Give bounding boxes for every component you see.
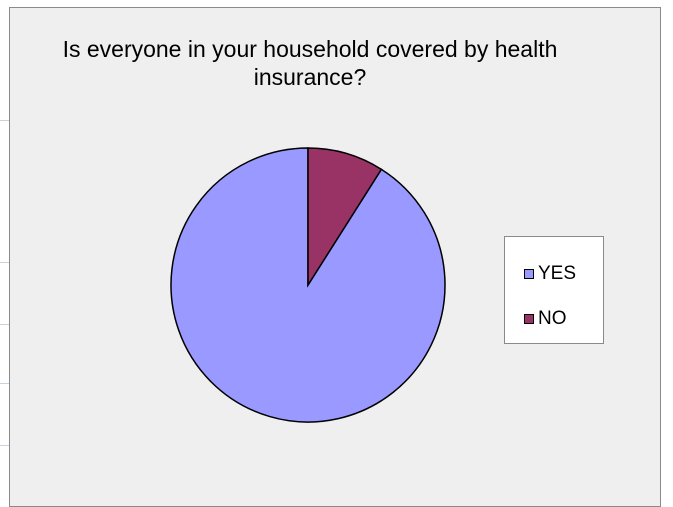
pie-slice-no <box>307 147 383 288</box>
chart-area: Is everyone in your household covered by… <box>9 7 661 507</box>
pie-chart <box>170 147 446 423</box>
strip-divider <box>0 383 9 384</box>
legend-swatch-yes <box>524 269 534 279</box>
pie-slice-yes <box>170 147 446 423</box>
left-strip <box>0 0 9 501</box>
legend-label-no: NO <box>538 308 567 329</box>
legend-item-no: NO <box>524 308 567 330</box>
strip-divider <box>0 324 9 325</box>
strip-divider <box>0 120 9 121</box>
legend-label-yes: YES <box>538 263 577 284</box>
legend-item-yes: YES <box>524 263 576 285</box>
strip-divider <box>0 445 9 446</box>
chart-title: Is everyone in your household covered by… <box>62 36 558 90</box>
strip-divider <box>0 262 9 263</box>
legend-swatch-no <box>524 314 534 324</box>
legend: YES NO <box>504 236 604 344</box>
